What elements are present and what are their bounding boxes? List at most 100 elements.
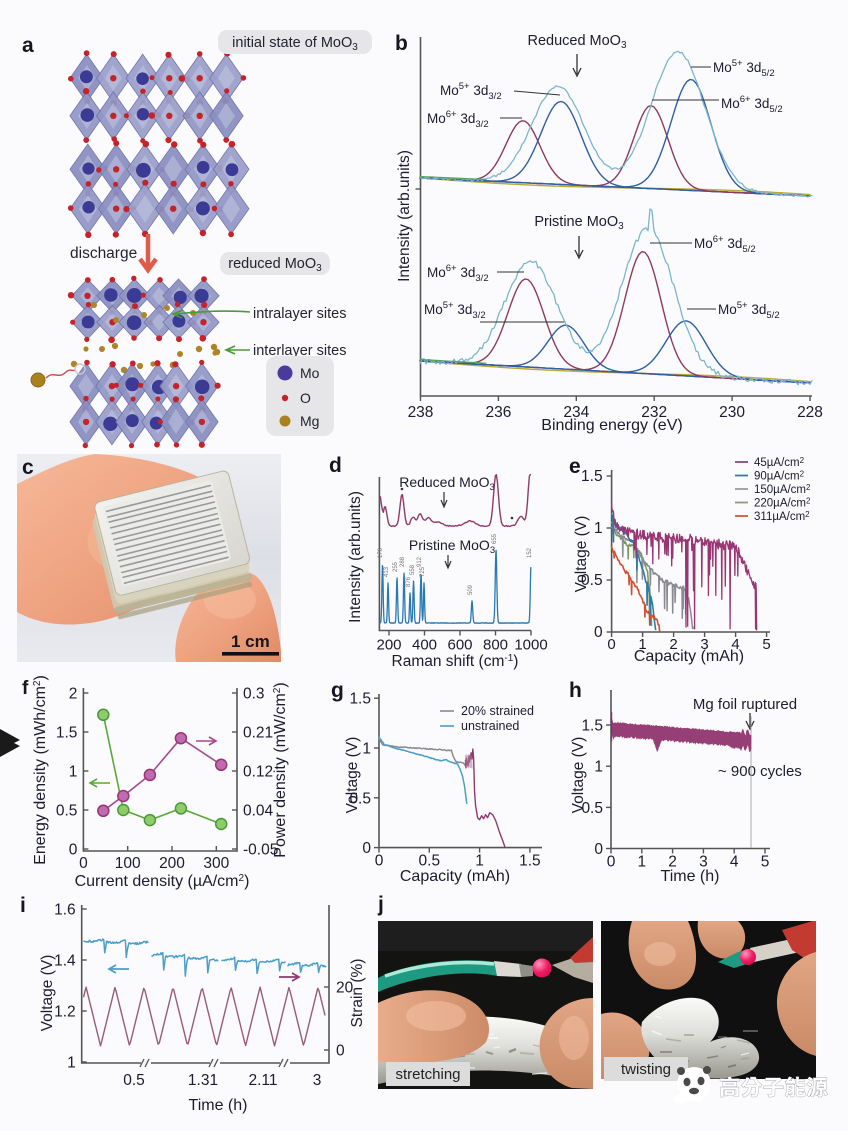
svg-text:311µA/cm2: 311µA/cm2 xyxy=(754,510,810,523)
svg-text:300: 300 xyxy=(203,855,229,872)
svg-text:1.5: 1.5 xyxy=(581,468,603,485)
svg-text:2.11: 2.11 xyxy=(248,1072,277,1089)
svg-text:3: 3 xyxy=(700,636,708,653)
svg-text:0.21: 0.21 xyxy=(243,725,273,742)
svg-text:Voltage (V): Voltage (V) xyxy=(344,737,361,814)
svg-text:Reduced MoO3: Reduced MoO3 xyxy=(399,474,495,493)
svg-text:Mo5+ 3d5/2: Mo5+ 3d5/2 xyxy=(718,300,780,321)
svg-text:~ 900 cycles: ~ 900 cycles xyxy=(718,763,802,780)
svg-text:Mo5+ 3d5/2: Mo5+ 3d5/2 xyxy=(713,58,775,79)
svg-text:Capacity (mAh): Capacity (mAh) xyxy=(634,648,744,665)
svg-text:558: 558 xyxy=(410,564,416,575)
svg-text:200: 200 xyxy=(159,855,185,872)
svg-text:Mo6+ 3d5/2: Mo6+ 3d5/2 xyxy=(694,234,756,255)
svg-text:Mo5+ 3d3/2: Mo5+ 3d3/2 xyxy=(440,81,502,102)
svg-text:238: 238 xyxy=(408,404,434,421)
svg-text:230: 230 xyxy=(719,404,745,421)
svg-text:288: 288 xyxy=(400,556,406,567)
svg-text:Mo6+ 3d3/2: Mo6+ 3d3/2 xyxy=(427,109,489,130)
svg-text:Mo5+ 3d3/2: Mo5+ 3d3/2 xyxy=(424,300,486,321)
svg-text:3: 3 xyxy=(699,854,708,871)
svg-text:Power density (mW/cm2): Power density (mW/cm2) xyxy=(272,682,289,857)
svg-text:0.3: 0.3 xyxy=(243,686,265,703)
svg-text:Strain (%): Strain (%) xyxy=(349,959,366,1028)
svg-text:discharge: discharge xyxy=(70,245,137,262)
svg-text:1: 1 xyxy=(638,636,646,653)
svg-text:e: e xyxy=(569,455,581,478)
svg-text:4: 4 xyxy=(730,854,739,871)
svg-text:1: 1 xyxy=(362,741,371,758)
svg-text:0.5: 0.5 xyxy=(123,1072,145,1089)
svg-text:Intensity (arb.units): Intensity (arb.units) xyxy=(396,150,413,282)
svg-text:0: 0 xyxy=(594,841,603,858)
svg-text:Intensity (arb.units): Intensity (arb.units) xyxy=(347,491,364,623)
svg-text:220µA/cm2: 220µA/cm2 xyxy=(754,497,811,510)
svg-text:1: 1 xyxy=(475,853,484,870)
svg-text:1000: 1000 xyxy=(514,637,547,654)
svg-text:725: 725 xyxy=(420,566,426,577)
svg-text:b: b xyxy=(395,32,408,55)
svg-text:4: 4 xyxy=(731,636,739,653)
svg-text:g: g xyxy=(331,679,344,702)
svg-text:1.5: 1.5 xyxy=(349,691,371,708)
svg-text:1: 1 xyxy=(69,764,78,781)
svg-text:100: 100 xyxy=(115,855,141,872)
svg-text:20% strained: 20% strained xyxy=(461,704,534,718)
svg-text:Time (h): Time (h) xyxy=(661,868,720,885)
svg-text:Raman shift (cm-1): Raman shift (cm-1) xyxy=(392,653,519,670)
svg-text:1.6: 1.6 xyxy=(54,902,76,919)
svg-text:176: 176 xyxy=(378,547,384,558)
svg-text:1 cm: 1 cm xyxy=(231,632,270,651)
svg-text:Voltage (V): Voltage (V) xyxy=(39,955,56,1032)
svg-text:Mg foil ruptured: Mg foil ruptured xyxy=(693,696,797,713)
svg-text:0.04: 0.04 xyxy=(243,803,274,820)
svg-text:1.5: 1.5 xyxy=(519,853,541,870)
svg-text:Reduced MoO3: Reduced MoO3 xyxy=(527,33,627,51)
svg-text:0: 0 xyxy=(79,855,88,872)
svg-text:0.5: 0.5 xyxy=(581,572,603,589)
svg-text:0: 0 xyxy=(362,840,371,857)
svg-text:2: 2 xyxy=(69,686,78,703)
svg-text:152: 152 xyxy=(527,547,533,558)
svg-text:1: 1 xyxy=(67,1055,76,1072)
svg-text:0.5: 0.5 xyxy=(581,800,603,817)
svg-text:Voltage (V): Voltage (V) xyxy=(573,516,590,593)
svg-text:-0.05: -0.05 xyxy=(243,842,278,859)
svg-text:2: 2 xyxy=(668,854,677,871)
svg-text:Mo6+ 3d5/2: Mo6+ 3d5/2 xyxy=(721,94,783,115)
svg-text:0.12: 0.12 xyxy=(243,764,273,781)
svg-text:655: 655 xyxy=(492,533,498,544)
svg-text:20: 20 xyxy=(336,980,354,997)
svg-text:Voltage (V): Voltage (V) xyxy=(570,737,587,814)
svg-text:1: 1 xyxy=(594,520,603,537)
svg-text:stretching: stretching xyxy=(395,1066,460,1083)
svg-text:Time (h): Time (h) xyxy=(189,1097,248,1114)
svg-text:509: 509 xyxy=(468,584,474,595)
svg-text:1.4: 1.4 xyxy=(54,953,76,970)
svg-text:90µA/cm2: 90µA/cm2 xyxy=(754,470,805,483)
svg-text:876: 876 xyxy=(406,576,412,587)
svg-text:1.5: 1.5 xyxy=(581,718,603,735)
svg-text:0.5: 0.5 xyxy=(349,790,371,807)
svg-text:45µA/cm2: 45µA/cm2 xyxy=(754,456,805,469)
svg-text:150µA/cm2: 150µA/cm2 xyxy=(754,483,811,496)
svg-text:intralayer sites: intralayer sites xyxy=(253,306,346,322)
svg-text:0: 0 xyxy=(69,842,78,859)
svg-text:Mo6+ 3d3/2: Mo6+ 3d3/2 xyxy=(427,263,489,284)
svg-text:236: 236 xyxy=(485,404,511,421)
svg-text:0: 0 xyxy=(607,636,615,653)
svg-text:3: 3 xyxy=(313,1072,322,1089)
svg-text:reduced MoO3: reduced MoO3 xyxy=(228,256,322,274)
svg-text:h: h xyxy=(569,679,582,702)
svg-text:0: 0 xyxy=(375,853,384,870)
svg-text:912: 912 xyxy=(417,556,423,567)
svg-text:Pristine MoO3: Pristine MoO3 xyxy=(534,214,624,232)
svg-text:c: c xyxy=(22,456,34,479)
svg-text:initial state of MoO3: initial state of MoO3 xyxy=(232,35,358,53)
svg-text:5: 5 xyxy=(762,636,770,653)
svg-text:413: 413 xyxy=(384,566,390,577)
svg-text:Capacity (mAh): Capacity (mAh) xyxy=(400,868,510,885)
svg-text:Binding energy (eV): Binding energy (eV) xyxy=(541,417,682,434)
svg-text:600: 600 xyxy=(447,637,472,654)
svg-text:5: 5 xyxy=(761,854,770,871)
